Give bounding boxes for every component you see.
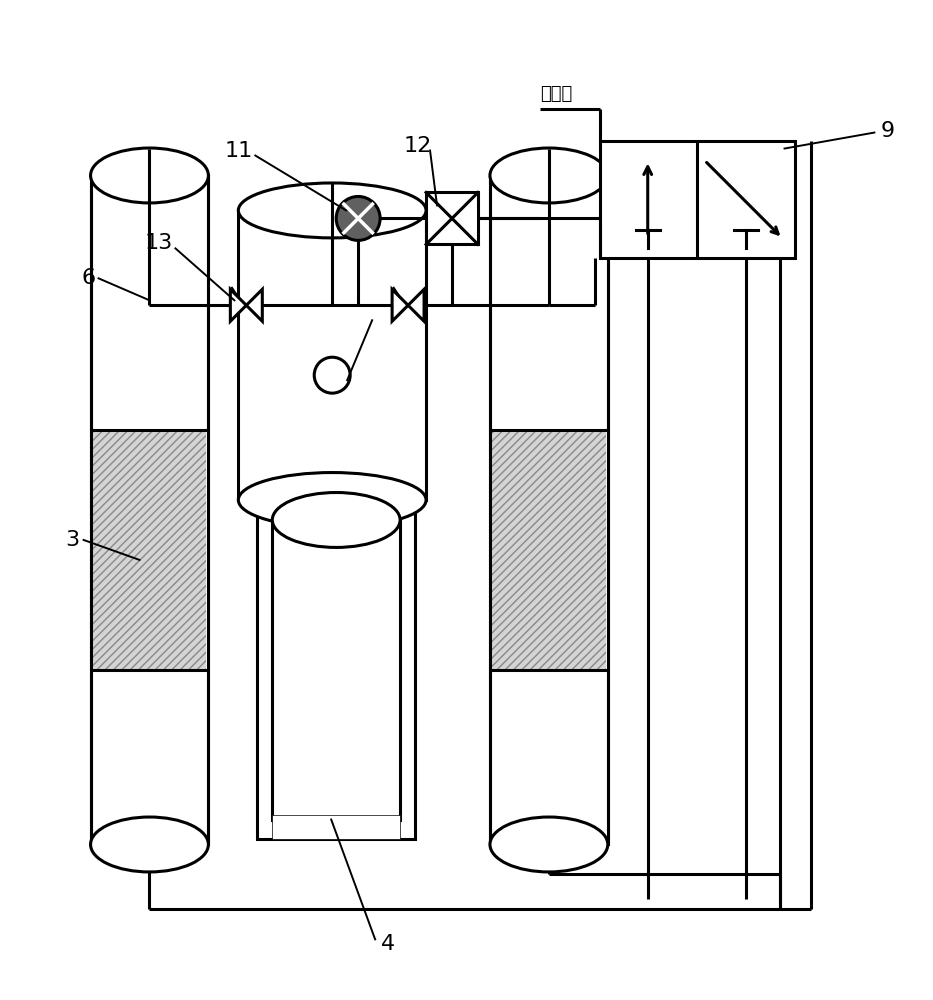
Bar <box>91 175 208 844</box>
Ellipse shape <box>490 148 607 203</box>
Bar <box>258 500 415 839</box>
Text: 13: 13 <box>145 233 173 253</box>
Ellipse shape <box>238 473 426 527</box>
Polygon shape <box>392 289 408 321</box>
Bar <box>426 192 478 244</box>
Bar <box>492 430 606 670</box>
Bar <box>272 520 400 820</box>
Ellipse shape <box>238 183 426 238</box>
Bar <box>490 175 607 844</box>
Bar <box>238 210 426 500</box>
Bar <box>600 141 795 258</box>
Bar <box>91 175 208 844</box>
Circle shape <box>314 357 350 393</box>
Circle shape <box>336 196 380 240</box>
Bar <box>92 430 206 670</box>
Ellipse shape <box>490 817 607 872</box>
Ellipse shape <box>272 493 400 547</box>
Polygon shape <box>230 289 246 321</box>
Polygon shape <box>408 289 425 321</box>
Ellipse shape <box>91 148 208 203</box>
Text: 入气口: 入气口 <box>540 85 572 103</box>
Ellipse shape <box>91 817 208 872</box>
Bar <box>272 815 400 839</box>
Text: 4: 4 <box>381 934 396 954</box>
Text: 6: 6 <box>81 268 95 288</box>
Text: 11: 11 <box>224 141 253 161</box>
Text: 3: 3 <box>65 530 79 550</box>
Text: 12: 12 <box>404 136 432 156</box>
Text: 9: 9 <box>881 121 895 141</box>
Bar <box>490 175 607 844</box>
Polygon shape <box>246 289 262 321</box>
